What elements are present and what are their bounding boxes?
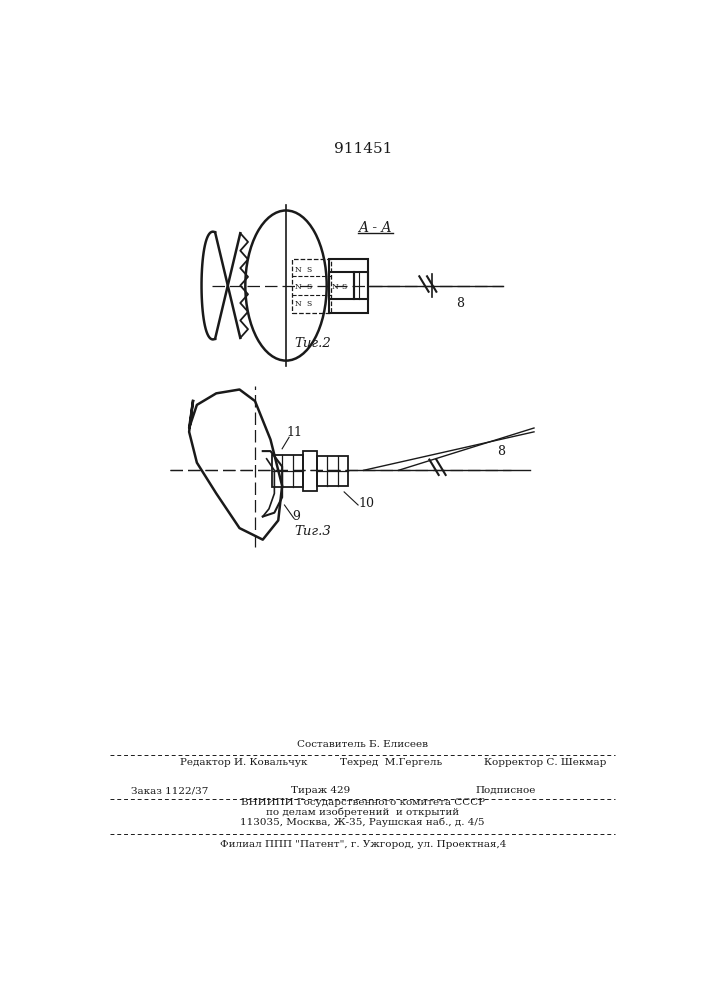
Text: S: S bbox=[306, 283, 311, 291]
Text: 8: 8 bbox=[498, 445, 506, 458]
Text: 113035, Москва, Ж-35, Раушская наб., д. 4/5: 113035, Москва, Ж-35, Раушская наб., д. … bbox=[240, 817, 485, 827]
Text: N: N bbox=[295, 283, 301, 291]
Text: N: N bbox=[295, 266, 301, 274]
Text: Филиал ППП "Патент", г. Ужгород, ул. Проектная,4: Филиал ППП "Патент", г. Ужгород, ул. Про… bbox=[220, 840, 506, 849]
Text: Корректор С. Шекмар: Корректор С. Шекмар bbox=[484, 758, 606, 767]
Text: 8: 8 bbox=[457, 297, 464, 310]
Bar bbox=[329, 259, 368, 312]
Text: Редактор И. Ковальчук: Редактор И. Ковальчук bbox=[180, 758, 308, 767]
Text: S: S bbox=[306, 266, 311, 274]
Bar bbox=[317, 456, 348, 486]
Text: 911451: 911451 bbox=[334, 142, 392, 156]
Text: S: S bbox=[306, 300, 311, 308]
Text: 11: 11 bbox=[286, 426, 302, 439]
Text: A - A: A - A bbox=[358, 221, 392, 235]
Bar bbox=[329, 272, 354, 299]
Text: Τиг.3: Τиг.3 bbox=[295, 525, 332, 538]
Text: 10: 10 bbox=[358, 497, 374, 510]
Text: Подписное: Подписное bbox=[476, 786, 536, 795]
Bar bbox=[354, 272, 368, 299]
Text: Составитель Б. Елисеев: Составитель Б. Елисеев bbox=[297, 740, 428, 749]
Text: N: N bbox=[295, 300, 301, 308]
Text: S: S bbox=[341, 283, 347, 291]
Bar bbox=[292, 259, 331, 312]
Bar bbox=[272, 455, 303, 487]
Text: 9: 9 bbox=[292, 510, 300, 523]
Text: по делам изобретений  и открытий: по делам изобретений и открытий bbox=[266, 807, 460, 817]
Text: Заказ 1122/37: Заказ 1122/37 bbox=[131, 786, 209, 795]
Text: ВНИИПИ Государственного комитета СССР: ВНИИПИ Государственного комитета СССР bbox=[240, 798, 485, 807]
Text: Τиг.2: Τиг.2 bbox=[295, 337, 332, 350]
Text: N: N bbox=[332, 283, 339, 291]
Text: Техред  М.Гергель: Техред М.Гергель bbox=[340, 758, 443, 767]
Bar bbox=[303, 451, 317, 491]
Text: Тираж 429: Тираж 429 bbox=[291, 786, 351, 795]
